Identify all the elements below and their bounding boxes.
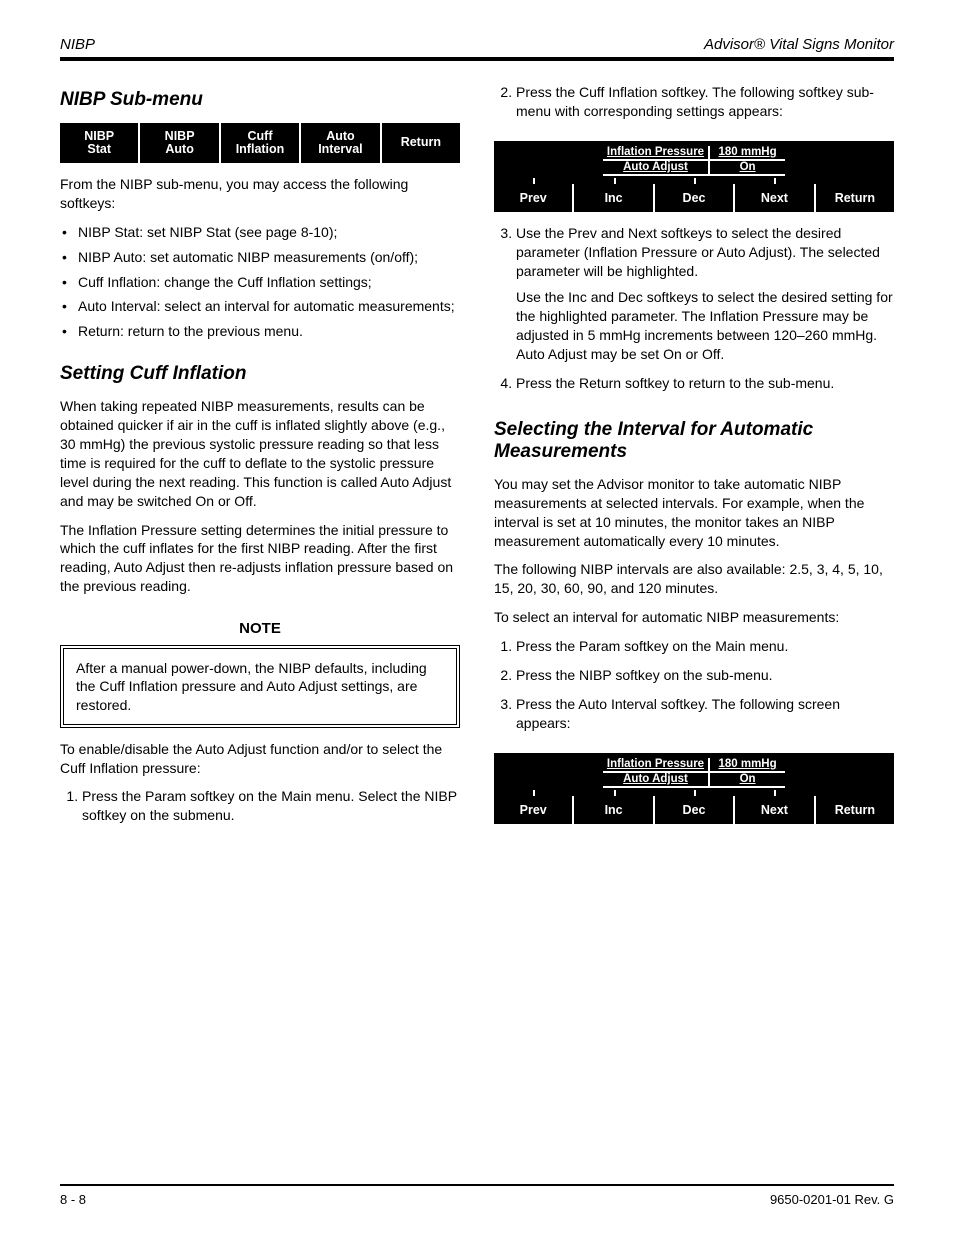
param-value: 180 mmHg — [709, 146, 785, 160]
softkey-line1: Return — [401, 136, 441, 149]
paragraph: To select an interval for automatic NIBP… — [494, 608, 894, 627]
softkey-label: Dec — [683, 191, 706, 205]
paragraph: You may set the Advisor monitor to take … — [494, 475, 894, 551]
softkey-dec[interactable]: Dec — [655, 184, 735, 212]
heading-cuff-inflation: Setting Cuff Inflation — [60, 363, 460, 385]
step-3-cont: Use the Inc and Dec softkeys to select t… — [516, 289, 893, 362]
note-heading: NOTE — [60, 620, 460, 637]
param-value: 180 mmHg — [709, 758, 785, 772]
softkey-return[interactable]: Return — [382, 123, 460, 163]
param-value: On — [709, 160, 785, 175]
step-3b: Press the Auto Interval softkey. The fol… — [516, 695, 894, 733]
param-label: Auto Adjust — [603, 772, 709, 787]
softkey-dec[interactable]: Dec — [655, 796, 735, 824]
step-3: Use the Prev and Next softkeys to select… — [516, 224, 894, 364]
softkey-return[interactable]: Return — [816, 796, 894, 824]
step-2b: Press the NIBP softkey on the sub-menu. — [516, 666, 894, 685]
softkey-prev[interactable]: Prev — [494, 184, 574, 212]
step-2: Press the Cuff Inflation softkey. The fo… — [516, 83, 894, 121]
softkey-inc[interactable]: Inc — [574, 184, 654, 212]
softkey-inc[interactable]: Inc — [574, 796, 654, 824]
left-column: NIBP Sub-menu NIBP Stat NIBP Auto Cuff I… — [60, 83, 460, 1160]
paragraph: When taking repeated NIBP measurements, … — [60, 397, 460, 510]
steps-right-a: Press the Cuff Inflation softkey. The fo… — [494, 83, 894, 131]
right-column: Press the Cuff Inflation softkey. The fo… — [494, 83, 894, 1160]
steps-left: Press the Param softkey on the Main menu… — [60, 787, 460, 835]
list-item: Cuff Inflation: change the Cuff Inflatio… — [60, 273, 460, 292]
page-footer: 8 - 8 9650-0201-01 Rev. G — [60, 1184, 894, 1207]
param-table: Inflation Pressure 180 mmHg Auto Adjust … — [603, 146, 785, 176]
softkey-label: Inc — [605, 191, 623, 205]
softkey-line2: Stat — [87, 143, 111, 156]
list-item: NIBP Stat: set NIBP Stat (see page 8-10)… — [60, 223, 460, 242]
list-item: Return: return to the previous menu. — [60, 322, 460, 341]
param-value: On — [709, 772, 785, 787]
softkey-label: Prev — [520, 191, 547, 205]
header-right: Advisor® Vital Signs Monitor — [704, 36, 894, 53]
param-label: Inflation Pressure — [603, 146, 709, 160]
header-left: NIBP — [60, 36, 95, 53]
step-1: Press the Param softkey on the Main menu… — [82, 787, 460, 825]
softkey-line2: Inflation — [236, 143, 285, 156]
softkey-label: Prev — [520, 803, 547, 817]
paragraph: From the NIBP sub-menu, you may access t… — [60, 175, 460, 213]
list-item: NIBP Auto: set automatic NIBP measuremen… — [60, 248, 460, 267]
softkey-label: Return — [835, 803, 875, 817]
softkey-next[interactable]: Next — [735, 184, 815, 212]
footer-right: 9650-0201-01 Rev. G — [770, 1192, 894, 1207]
paragraph: The following NIBP intervals are also av… — [494, 560, 894, 598]
softkey-cuff-inflation[interactable]: Cuff Inflation — [221, 123, 301, 163]
softkey-next[interactable]: Next — [735, 796, 815, 824]
softkey-nibp-auto[interactable]: NIBP Auto — [140, 123, 220, 163]
step-4: Press the Return softkey to return to th… — [516, 374, 894, 393]
softkey-return[interactable]: Return — [816, 184, 894, 212]
steps-right-b: Use the Prev and Next softkeys to select… — [494, 224, 894, 403]
paragraph: The Inflation Pressure setting determine… — [60, 521, 460, 597]
list-item: Auto Interval: select an interval for au… — [60, 297, 460, 316]
paragraph: To enable/disable the Auto Adjust functi… — [60, 740, 460, 778]
softkey-label: Return — [835, 191, 875, 205]
note-box: After a manual power-down, the NIBP defa… — [60, 645, 460, 728]
softkey-label: Next — [761, 191, 788, 205]
page-header: NIBP Advisor® Vital Signs Monitor — [60, 36, 894, 61]
softkey-line2: Auto — [165, 143, 193, 156]
softkey-label: Next — [761, 803, 788, 817]
steps-interval: Press the Param softkey on the Main menu… — [494, 637, 894, 743]
submenu-bullets: NIBP Stat: set NIBP Stat (see page 8-10)… — [60, 223, 460, 347]
step-1b: Press the Param softkey on the Main menu… — [516, 637, 894, 656]
auto-interval-param-block: Inflation Pressure 180 mmHg Auto Adjust … — [494, 753, 894, 824]
param-table: Inflation Pressure 180 mmHg Auto Adjust … — [603, 758, 785, 788]
param-label: Inflation Pressure — [603, 758, 709, 772]
softkey-nibp-stat[interactable]: NIBP Stat — [60, 123, 140, 163]
softkey-prev[interactable]: Prev — [494, 796, 574, 824]
param-label: Auto Adjust — [603, 160, 709, 175]
step-3-text: Use the Prev and Next softkeys to select… — [516, 225, 880, 279]
heading-auto-interval: Selecting the Interval for Automatic Mea… — [494, 419, 894, 463]
softkey-label: Inc — [605, 803, 623, 817]
softkey-auto-interval[interactable]: Auto Interval — [301, 123, 381, 163]
softkey-line2: Interval — [318, 143, 362, 156]
cuff-inflation-param-block: Inflation Pressure 180 mmHg Auto Adjust … — [494, 141, 894, 212]
nibp-submenu-strip: NIBP Stat NIBP Auto Cuff Inflation Auto … — [60, 123, 460, 163]
footer-left: 8 - 8 — [60, 1192, 86, 1207]
heading-nibp-submenu: NIBP Sub-menu — [60, 89, 460, 111]
softkey-label: Dec — [683, 803, 706, 817]
